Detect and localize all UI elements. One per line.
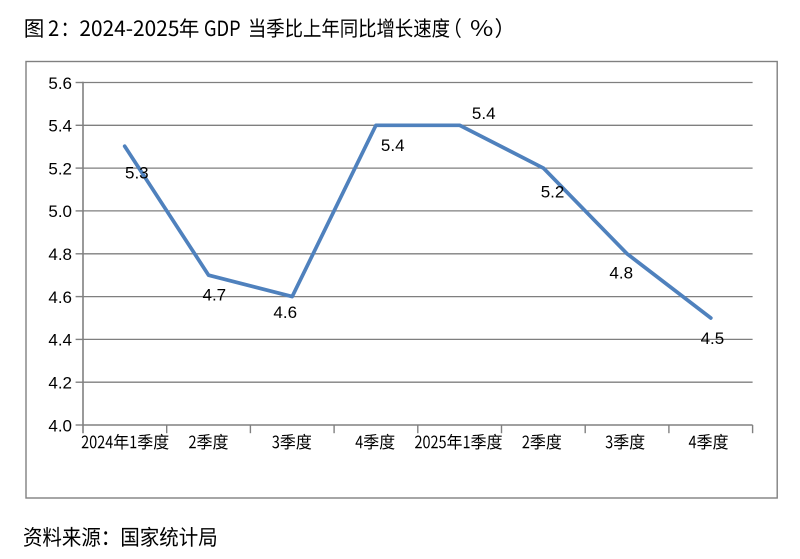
svg-text:5.3: 5.3 [125, 163, 149, 182]
svg-text:4.0: 4.0 [48, 416, 72, 435]
svg-text:4.6: 4.6 [273, 303, 297, 322]
svg-text:5.4: 5.4 [381, 136, 405, 155]
svg-text:5.4: 5.4 [48, 117, 72, 136]
svg-text:4.7: 4.7 [203, 286, 227, 305]
svg-text:5.4: 5.4 [472, 104, 496, 123]
svg-text:5.2: 5.2 [48, 159, 72, 178]
svg-text:4.5: 4.5 [701, 329, 725, 348]
svg-text:4.6: 4.6 [48, 288, 72, 307]
svg-text:5.6: 5.6 [48, 74, 72, 93]
svg-text:4.8: 4.8 [48, 245, 72, 264]
svg-text:5.2: 5.2 [541, 183, 565, 202]
svg-text:4.4: 4.4 [48, 331, 72, 350]
svg-text:4.8: 4.8 [609, 263, 633, 282]
svg-text:4.2: 4.2 [48, 374, 72, 393]
svg-text:5.0: 5.0 [48, 202, 72, 221]
